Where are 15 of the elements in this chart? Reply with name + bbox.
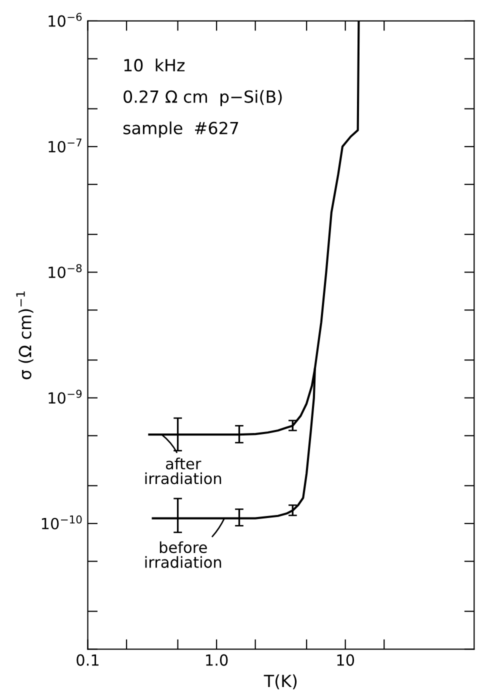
y-tick-label: 10$^{−9}$	[48, 390, 82, 404]
x-tick-label: 0.1	[76, 654, 99, 666]
annotation: sample #627	[123, 121, 238, 138]
y-tick-label: 10$^{−10}$	[42, 515, 82, 530]
x-tick-label: 1.0	[206, 654, 228, 666]
annotation: 0.27 Ω cm p−Si(B)	[124, 90, 282, 106]
legend-label: before irradiation	[145, 541, 222, 568]
y-tick-label: 10$^{−6}$	[48, 12, 82, 27]
legend-label: after irradiation	[145, 458, 222, 484]
annotation: 10 kHz	[124, 58, 185, 72]
y-tick-label: 10$^{−8}$	[48, 264, 82, 278]
x-tick-label: 10	[337, 654, 354, 666]
y-tick-label: 10$^{−7}$	[48, 138, 82, 152]
x-axis-title: T(K)	[264, 674, 297, 690]
y-axis-title: σ (Ω cm)$^{−1}$	[16, 292, 34, 380]
